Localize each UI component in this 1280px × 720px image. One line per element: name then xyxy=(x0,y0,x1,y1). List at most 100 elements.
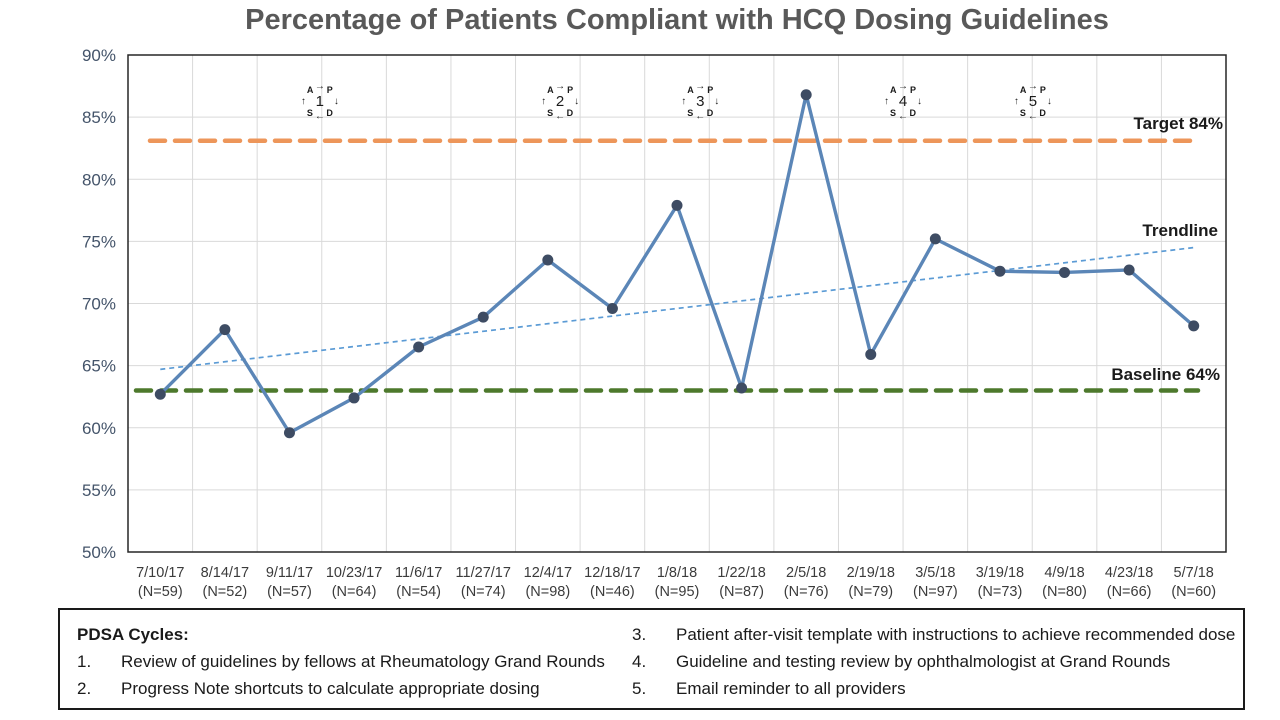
legend-right-column: 3. Patient after-visit template with inst… xyxy=(632,621,1236,702)
pdsa-cycle-number: 4 xyxy=(898,93,908,111)
data-point xyxy=(477,311,489,323)
y-tick-label: 60% xyxy=(82,419,116,438)
pdsa-arrow-icon: ↑ xyxy=(681,96,687,108)
legend-item-text: Guideline and testing review by ophthalm… xyxy=(676,651,1171,671)
pdsa-do-letter: D xyxy=(326,108,333,119)
x-tick-n-label: (N=74) xyxy=(461,584,506,600)
x-tick-n-label: (N=59) xyxy=(138,584,183,600)
pdsa-arrow-icon: ↑ xyxy=(884,96,890,108)
x-tick-date-label: 2/19/18 xyxy=(847,565,895,581)
y-tick-label: 85% xyxy=(82,108,116,127)
legend-item-number: 1. xyxy=(77,651,92,671)
pdsa-cycle-4-icon: A P S D → ↓ ← ↑ 4 xyxy=(884,82,922,122)
pdsa-do-letter: D xyxy=(706,108,714,119)
pdsa-cycle-1-icon: A P S D → ↓ ← ↑ 1 xyxy=(301,81,339,123)
y-tick-label: 90% xyxy=(82,46,116,65)
data-point xyxy=(994,265,1006,277)
compliance-line xyxy=(158,93,1196,435)
pdsa-do-letter: D xyxy=(566,108,574,119)
pdsa-plan-letter: P xyxy=(326,85,333,96)
pdsa-act-letter: A xyxy=(547,85,554,96)
pdsa-study-letter: S xyxy=(890,108,897,119)
chart-title: Percentage of Patients Compliant with HC… xyxy=(245,4,1109,36)
x-tick-n-label: (N=60) xyxy=(1171,584,1216,600)
x-tick-date-label: 9/11/17 xyxy=(266,565,313,581)
x-tick-date-label: 10/23/17 xyxy=(326,565,382,581)
legend-heading: PDSA Cycles: xyxy=(77,624,189,644)
x-tick-date-label: 2/5/18 xyxy=(786,565,826,581)
pdsa-cycle-5-icon: A P S D → ↓ ← ↑ 5 xyxy=(1014,81,1052,123)
data-point xyxy=(154,388,166,400)
x-tick-date-label: 11/6/17 xyxy=(395,565,442,581)
x-tick-date-label: 5/7/18 xyxy=(1174,565,1214,581)
pdsa-act-letter: A xyxy=(1019,85,1027,96)
x-tick-n-label: (N=95) xyxy=(655,584,700,600)
x-tick-n-label: (N=57) xyxy=(267,584,312,600)
x-tick-date-label: 7/10/17 xyxy=(136,565,184,581)
legend-item-4: 4. Guideline and testing review by ophtha… xyxy=(632,648,1232,675)
pdsa-act-letter: A xyxy=(306,85,314,96)
x-tick-date-label: 12/18/17 xyxy=(584,565,640,581)
pdsa-legend-box: PDSA Cycles: 1. Review of guidelines by f… xyxy=(58,608,1245,710)
data-point xyxy=(1188,320,1200,332)
legend-item-2: 2. Progress Note shortcuts to calculate a… xyxy=(77,675,622,702)
data-point xyxy=(542,254,554,266)
y-tick-label: 80% xyxy=(82,170,116,189)
legend-item-text: Progress Note shortcuts to calculate app… xyxy=(121,678,540,698)
data-point xyxy=(1123,264,1135,276)
pdsa-arrow-icon: ↓ xyxy=(714,96,720,108)
pdsa-arrow-icon: ← xyxy=(314,111,325,123)
pdsa-act-letter: A xyxy=(890,85,897,96)
pdsa-cycle-2-icon: A P S D → ↓ ← ↑ 2 xyxy=(541,81,580,123)
x-tick-date-label: 1/8/18 xyxy=(657,565,697,581)
pdsa-do-letter: D xyxy=(909,108,917,119)
legend-item-text: Email reminder to all providers xyxy=(676,678,906,698)
x-tick-n-label: (N=54) xyxy=(396,584,441,600)
data-point xyxy=(219,324,231,336)
x-tick-n-label: (N=87) xyxy=(719,584,764,600)
pdsa-plan-letter: P xyxy=(567,85,574,96)
y-tick-label: 50% xyxy=(82,543,116,562)
pdsa-arrow-icon: → xyxy=(314,81,325,93)
legend-item-5: 5. Email reminder to all providers xyxy=(632,675,1232,702)
pdsa-arrow-icon: ← xyxy=(1027,111,1038,123)
data-point xyxy=(736,382,748,394)
x-tick-n-label: (N=46) xyxy=(590,584,635,600)
data-point xyxy=(865,348,877,360)
x-tick-date-label: 12/4/17 xyxy=(524,565,572,581)
legend-item-text: Patient after-visit template with instru… xyxy=(676,624,1236,644)
data-point xyxy=(800,89,812,101)
pdsa-arrow-icon: → xyxy=(555,81,566,93)
x-tick-date-label: 4/9/18 xyxy=(1044,565,1084,581)
trendline-label: Trendline xyxy=(1142,220,1218,240)
x-tick-date-label: 11/27/17 xyxy=(456,565,511,581)
pdsa-arrow-icon: ↓ xyxy=(574,96,580,108)
pdsa-arrow-icon: ↓ xyxy=(1046,96,1052,108)
y-tick-label: 55% xyxy=(82,481,116,500)
legend-item-number: 2. xyxy=(77,678,92,698)
data-point xyxy=(671,199,683,211)
pdsa-study-letter: S xyxy=(547,108,554,119)
pdsa-arrow-icon: ← xyxy=(555,111,566,123)
pdsa-cycle-number: 1 xyxy=(315,93,324,111)
y-tick-label: 70% xyxy=(82,295,116,314)
data-point xyxy=(929,233,941,245)
plot-border xyxy=(127,54,1227,553)
pdsa-arrow-icon: ↑ xyxy=(541,96,547,108)
legend-item-3: 3. Patient after-visit template with inst… xyxy=(632,621,1236,648)
x-tick-n-label: (N=52) xyxy=(203,584,248,600)
x-tick-date-label: 1/22/18 xyxy=(717,565,765,581)
pdsa-cycle-3-icon: A P S D → ↓ ← ↑ 3 xyxy=(681,82,720,122)
x-tick-n-label: (N=76) xyxy=(784,584,829,600)
pdsa-do-letter: D xyxy=(1039,108,1046,119)
data-point xyxy=(606,302,618,314)
legend-item-number: 3. xyxy=(632,624,647,644)
pdsa-act-letter: A xyxy=(687,85,694,96)
pdsa-study-letter: S xyxy=(687,108,694,119)
x-tick-date-label: 8/14/17 xyxy=(201,565,249,581)
pdsa-cycle-number: 2 xyxy=(555,93,565,111)
data-point xyxy=(283,427,295,439)
legend-left-column: PDSA Cycles: 1. Review of guidelines by f… xyxy=(77,621,622,702)
pdsa-arrow-icon: → xyxy=(1027,81,1038,93)
